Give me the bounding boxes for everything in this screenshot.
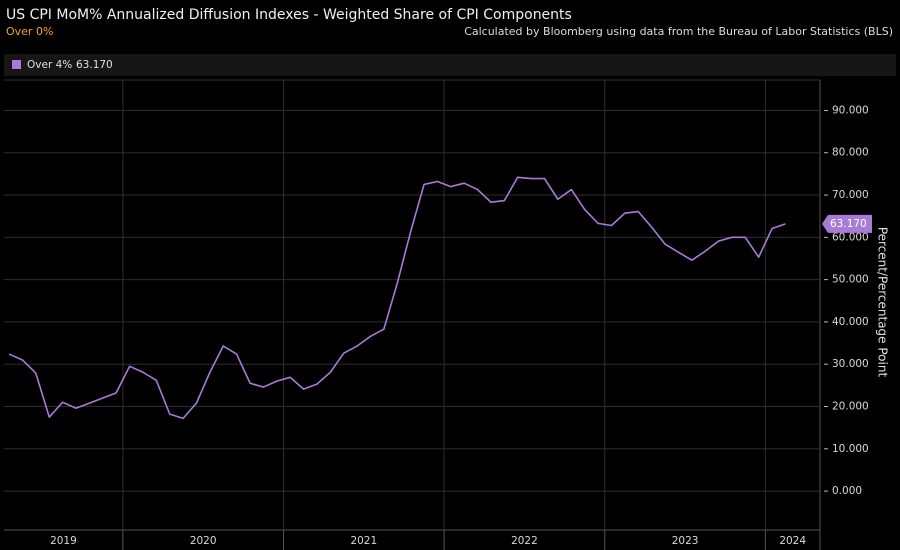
data-line (8, 176, 786, 420)
y-tick-label: 0.000 (832, 485, 862, 497)
legend-bar (4, 54, 896, 76)
value-label: 63.170 (830, 218, 867, 230)
y-tick-label: 70.000 (832, 189, 869, 201)
y-tick-label: 80.000 (832, 147, 869, 159)
y-tick-label: 50.000 (832, 274, 869, 286)
chart-subtitle: Over 0% (6, 25, 53, 38)
x-tick-label: 2021 (350, 535, 377, 547)
y-axis-title: Percent/Percentage Point (876, 227, 890, 378)
chart-title: US CPI MoM% Annualized Diffusion Indexes… (6, 7, 572, 23)
legend-swatch (12, 60, 21, 69)
y-tick-label: 20.000 (832, 401, 869, 413)
y-tick-label: 90.000 (832, 104, 869, 116)
y-tick-label: 60.000 (832, 231, 869, 243)
x-tick-label: 2022 (511, 535, 538, 547)
legend-label: Over 4% (27, 59, 72, 71)
x-tick-label: 2024 (779, 535, 806, 547)
y-tick-label: 10.000 (832, 443, 869, 455)
x-tick-label: 2023 (672, 535, 699, 547)
source-note: Calculated by Bloomberg using data from … (464, 25, 893, 38)
x-tick-label: 2020 (190, 535, 217, 547)
x-tick-label: 2019 (50, 535, 77, 547)
legend-value: 63.170 (76, 59, 113, 71)
y-tick-label: 40.000 (832, 316, 869, 328)
y-tick-label: 30.000 (832, 358, 869, 370)
value-tag (822, 214, 872, 233)
